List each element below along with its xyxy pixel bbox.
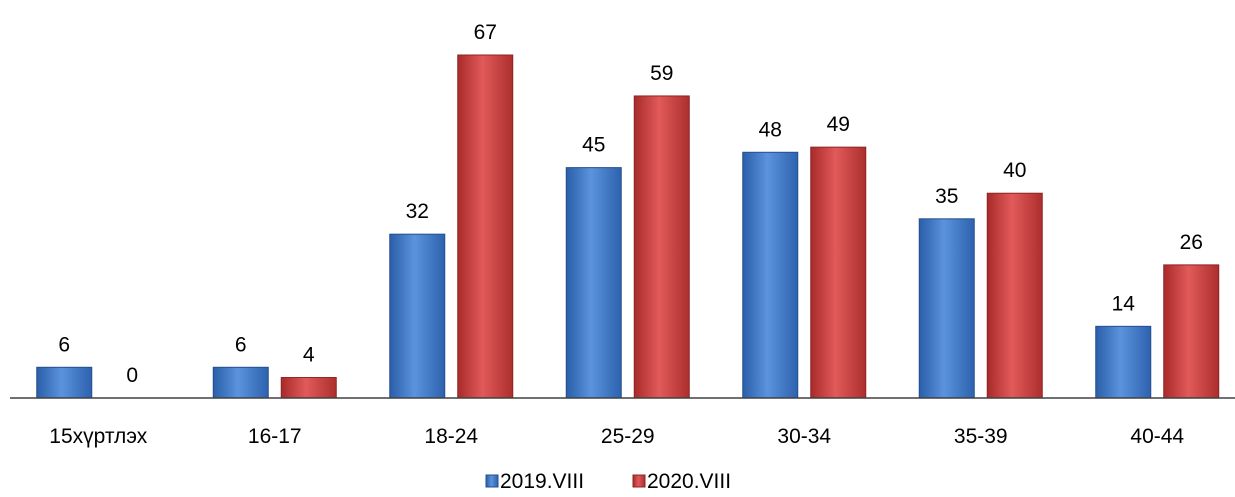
bar-2019.VIII-30-34	[742, 151, 799, 399]
bar-2019.VIII-35-39	[918, 218, 975, 399]
value-label: 40	[1003, 159, 1026, 182]
legend-label: 2020.VIII	[647, 470, 731, 493]
value-label: 6	[235, 333, 247, 356]
value-label: 32	[406, 200, 429, 223]
bar-2020.VIII-40-44	[1163, 264, 1220, 399]
bar-2019.VIII-15хүртлэх	[36, 366, 93, 399]
legend-swatch	[485, 474, 499, 488]
bar-2020.VIII-30-34	[810, 146, 867, 399]
legend-swatch	[632, 474, 646, 488]
x-tick-label: 16-17	[248, 425, 302, 448]
x-tick-label: 35-39	[954, 425, 1008, 448]
x-tick-label: 40-44	[1130, 425, 1184, 448]
legend: 2019.VIII 2020.VIII	[485, 470, 731, 493]
value-label: 0	[126, 364, 138, 387]
x-tick-label: 15хүртлэх	[49, 425, 147, 448]
value-labels-group: 6 0 6 4 32 67 45 59 48 49 35 40 14 26	[58, 21, 1203, 387]
bar-2020.VIII-18-24	[457, 54, 514, 399]
value-label: 45	[582, 134, 605, 157]
value-label: 67	[474, 21, 497, 44]
x-tick-label: 18-24	[424, 425, 478, 448]
x-tick-labels: 15хүртлэх 16-17 18-24 25-29 30-34 35-39 40-44	[49, 425, 1184, 448]
bar-2019.VIII-40-44	[1095, 325, 1152, 399]
bar-2020.VIII-25-29	[633, 95, 690, 399]
x-tick-label: 25-29	[601, 425, 655, 448]
bar-2020.VIII-16-17	[280, 377, 337, 399]
bar-2019.VIII-18-24	[389, 233, 446, 399]
legend-label: 2019.VIII	[500, 470, 584, 493]
value-label: 49	[827, 113, 850, 136]
bar-2019.VIII-25-29	[565, 167, 622, 399]
bar-2020.VIII-35-39	[986, 192, 1043, 399]
value-label: 59	[650, 62, 673, 85]
value-label: 48	[759, 118, 782, 141]
value-label: 4	[303, 344, 315, 367]
value-label: 26	[1180, 231, 1203, 254]
value-label: 6	[58, 333, 70, 356]
value-label: 14	[1112, 292, 1136, 315]
bars-group	[36, 54, 1220, 399]
bar-2019.VIII-16-17	[212, 366, 269, 399]
value-label: 35	[935, 185, 958, 208]
x-tick-label: 30-34	[777, 425, 831, 448]
